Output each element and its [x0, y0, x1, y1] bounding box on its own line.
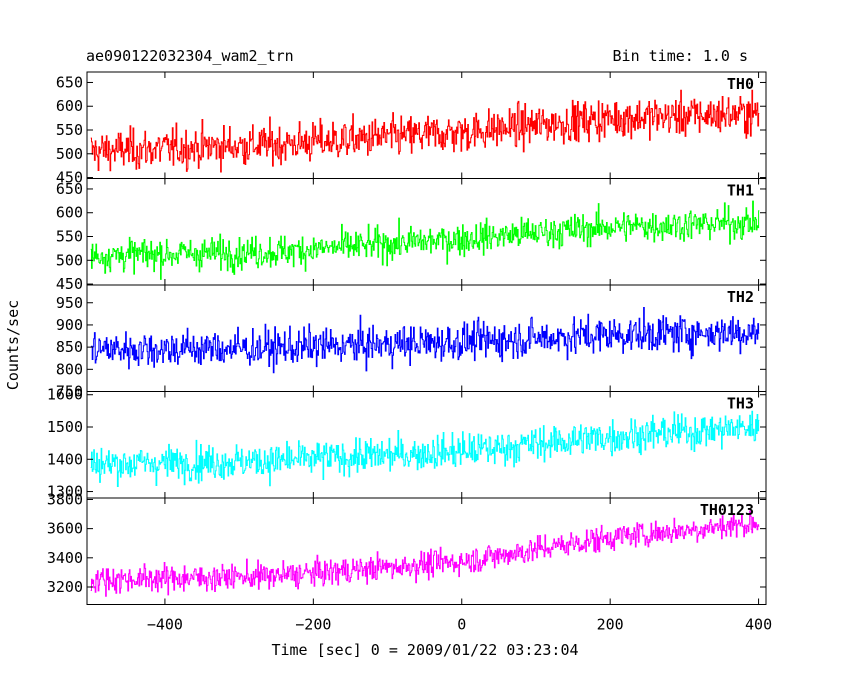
y-tick-label: 1500 [47, 418, 83, 436]
x-tick-label: 0 [457, 616, 466, 634]
observation-id: ae090122032304_wam2_trn [86, 47, 294, 65]
y-tick-label: 500 [56, 251, 83, 269]
y-tick-label: 500 [56, 145, 83, 163]
y-tick-label: 750 [56, 383, 83, 401]
y-tick-label: 1300 [47, 483, 83, 501]
x-tick-label: 400 [745, 616, 772, 634]
y-tick-label: 3200 [47, 578, 83, 596]
x-axis-title: Time [sec] 0 = 2009/01/22 03:23:04 [271, 641, 578, 659]
y-tick-label: 900 [56, 316, 83, 334]
y-tick-label: 450 [56, 169, 83, 187]
y-tick-label: 550 [56, 228, 83, 246]
panel-label: TH0 [727, 75, 754, 93]
y-tick-label: 950 [56, 294, 83, 312]
x-tick-label: −400 [147, 616, 183, 634]
panel-frame [86, 391, 767, 499]
y-tick-label: 3800 [47, 490, 83, 508]
series-th0 [90, 89, 760, 173]
panel-label: TH3 [727, 395, 754, 413]
panels-group: 450 500 550 600 650 TH0 450 500 550 600 650 TH1 750 8… [47, 71, 767, 605]
panel-th3: 1300 1400 1500 1600 TH3 [47, 386, 767, 501]
series-th0123 [90, 510, 760, 597]
y-tick-label: 3400 [47, 549, 83, 567]
y-tick-label: 800 [56, 360, 83, 378]
y-tick-label: 3600 [47, 520, 83, 538]
series-th1 [90, 200, 760, 280]
y-tick-label: 550 [56, 121, 83, 139]
panel-label: TH2 [727, 288, 754, 306]
y-tick-label: 600 [56, 204, 83, 222]
y-tick-label: 1600 [47, 386, 83, 404]
y-tick-label: 450 [56, 275, 83, 293]
x-tick-label: −200 [295, 616, 331, 634]
y-tick-label: 650 [56, 73, 83, 91]
y-axis-title: Counts/sec [4, 300, 22, 390]
series-th3 [90, 410, 760, 487]
x-tick-label: 200 [597, 616, 624, 634]
y-tick-label: 850 [56, 338, 83, 356]
bin-time-label: Bin time: 1.0 s [613, 47, 748, 65]
panel-th1: 450 500 550 600 650 TH1 [56, 178, 767, 293]
panel-th2: 750 800 850 900 950 TH2 [56, 284, 767, 401]
y-tick-label: 1400 [47, 450, 83, 468]
panel-th0123: 3200 3400 3600 3800 TH0123 [47, 490, 767, 605]
panel-th0: 450 500 550 600 650 TH0 [56, 71, 767, 187]
panel-label: TH1 [727, 182, 754, 200]
y-tick-label: 650 [56, 180, 83, 198]
panel-frame [86, 497, 767, 605]
y-tick-label: 600 [56, 97, 83, 115]
panel-label: TH0123 [700, 501, 754, 519]
series-th2 [90, 307, 760, 374]
x-tick-labels: −400 −200 0 200 400 [147, 616, 772, 634]
